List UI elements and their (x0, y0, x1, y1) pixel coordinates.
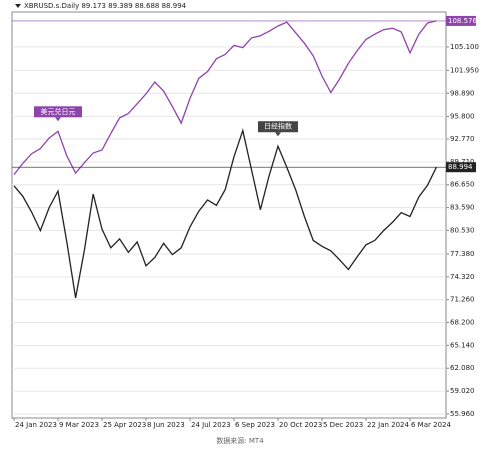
y-tick-label: 55.960 (450, 410, 475, 418)
x-tick-label: 5 Dec 2023 (323, 421, 363, 429)
series-line (13, 128, 437, 299)
legend-pointer (275, 132, 281, 137)
y-tick-label: 68.200 (450, 319, 475, 327)
legend-box (258, 121, 298, 133)
legend-pointer (55, 117, 61, 122)
x-tick-label: 24 Jan 2023 (15, 421, 57, 429)
y-tick-label: 74.320 (450, 273, 475, 281)
price-label: 88.994 (448, 163, 473, 171)
x-tick-label: 24 Jul 2023 (191, 421, 231, 429)
x-tick-label: 25 Apr 2023 (103, 421, 146, 429)
y-tick-label: 80.530 (450, 226, 475, 234)
y-tick-label: 86.650 (450, 181, 475, 189)
y-tick-label: 95.800 (450, 112, 475, 120)
legend-box (34, 106, 82, 118)
y-tick-label: 98.890 (450, 89, 475, 97)
price-label: 108.576 (448, 17, 477, 25)
series-line (13, 20, 437, 176)
y-tick-label: 59.020 (450, 387, 475, 395)
y-tick-label: 62.080 (450, 364, 475, 372)
y-tick-label: 92.770 (450, 135, 475, 143)
source-note: 数据来源: MT4 (216, 436, 264, 445)
x-tick-label: 6 Mar 2024 (411, 421, 451, 429)
x-tick-label: 20 Oct 2023 (279, 421, 322, 429)
y-tick-label: 89.710 (450, 158, 475, 166)
price-box (446, 15, 476, 26)
legend-label: 日经指数 (264, 122, 292, 131)
chart-title: XBRUSD.s.Daily 89.173 89.389 88.688 88.9… (24, 2, 187, 10)
plot-frame (11, 11, 447, 419)
legend-label: 美元兑日元 (41, 107, 76, 116)
y-tick-label: 101.950 (450, 66, 479, 74)
x-tick-label: 9 Mar 2023 (59, 421, 99, 429)
y-tick-label: 105.100 (450, 43, 479, 51)
x-tick-label: 22 Jan 2024 (367, 421, 410, 429)
menu-icon (15, 4, 21, 8)
y-tick-label: 71.260 (450, 296, 475, 304)
price-box (446, 162, 476, 173)
y-tick-label: 65.140 (450, 341, 475, 349)
x-tick-label: 8 Jun 2023 (147, 421, 185, 429)
x-tick-label: 6 Sep 2023 (235, 421, 275, 429)
y-tick-label: 77.380 (450, 250, 475, 258)
y-tick-label: 83.590 (450, 204, 475, 212)
